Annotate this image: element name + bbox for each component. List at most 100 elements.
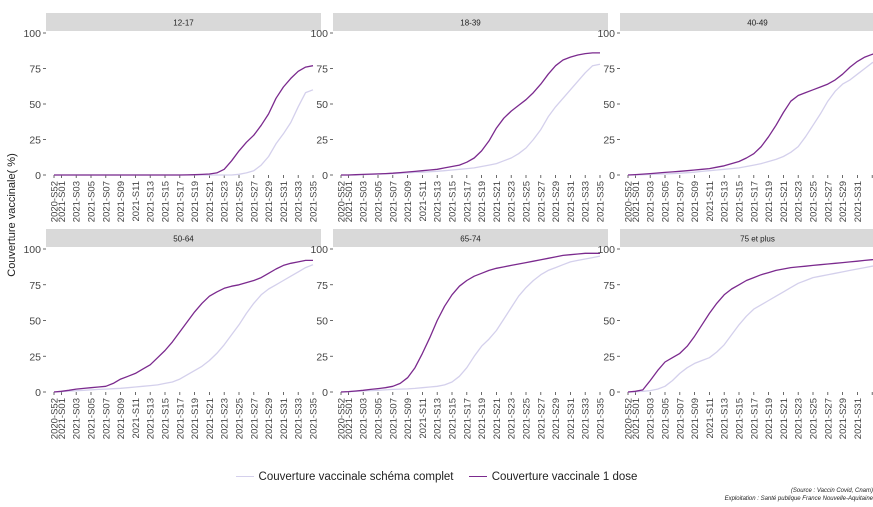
x-tick-label: 2021-S33 <box>581 181 592 222</box>
x-tick-label: 2021-S09 <box>116 181 127 222</box>
y-tick-label: 0 <box>609 170 615 182</box>
source-note: (Source : Vaccin Covid, Cnam) Exploitati… <box>725 488 873 503</box>
x-tick-label: 2021-S13 <box>146 398 157 439</box>
series-line-dose1 <box>54 65 314 176</box>
x-tick-label: 2021-S11 <box>131 398 142 439</box>
x-tick-label: 2021-S03 <box>646 181 657 222</box>
x-tick-label: 2021-S03 <box>72 181 83 222</box>
y-tick-label: 25 <box>603 135 615 147</box>
x-tick-label: 2021-S01 <box>57 181 68 222</box>
series-line-dose1 <box>341 52 600 176</box>
x-tick-label: 2021-S05 <box>374 181 385 222</box>
x-tick-label: 2020-S52 <box>337 181 348 222</box>
x-tick-label: 2021-S29 <box>264 398 275 439</box>
x-tick-label: 2021-S15 <box>735 181 746 222</box>
legend-item-complet: Couverture vaccinale schéma complet <box>235 470 454 483</box>
x-tick-label: 2021-S07 <box>101 398 112 439</box>
x-tick-label: 2021-S29 <box>551 398 562 439</box>
y-tick-label: 50 <box>29 316 41 328</box>
x-tick-label: 2020-S52 <box>337 398 348 439</box>
x-tick-label: 2021-S05 <box>661 181 672 222</box>
x-tick-label: 2021-S33 <box>294 398 305 439</box>
series-line-dose1 <box>627 53 873 176</box>
y-tick-label: 75 <box>603 64 615 76</box>
y-tick-label: 75 <box>316 64 328 76</box>
y-tick-label: 100 <box>23 28 41 40</box>
x-tick-label: 2021-S01 <box>631 181 642 222</box>
x-tick-label: 2021-S31 <box>279 181 290 222</box>
panel-strip <box>620 13 873 31</box>
x-tick-label: 2021-S29 <box>838 181 849 222</box>
y-tick-label: 25 <box>29 351 41 363</box>
x-tick-label: 2021-S23 <box>794 181 805 222</box>
legend: Couverture vaccinale schéma complet Couv… <box>0 468 873 483</box>
x-tick-label: 2020-S52 <box>624 181 635 222</box>
y-tick-label: 100 <box>310 244 328 256</box>
x-tick-label: 2021-S13 <box>720 398 731 439</box>
y-tick-label: 0 <box>35 170 41 182</box>
x-tick-label: 2021-S03 <box>72 398 83 439</box>
x-tick-label: 2021-S21 <box>779 398 790 439</box>
x-tick-label: 2021-S09 <box>690 181 701 222</box>
x-tick-label: 2021-S33 <box>581 398 592 439</box>
series-line-complet <box>341 63 601 176</box>
source-line: (Source : Vaccin Covid, Cnam) <box>790 488 873 494</box>
x-tick-label: 2021-S09 <box>403 181 414 222</box>
series-line-dose1 <box>340 252 600 393</box>
x-tick-label: 2021-S07 <box>388 398 399 439</box>
x-tick-label: 2021-S33 <box>294 181 305 222</box>
x-tick-label: 2021-S31 <box>279 398 290 439</box>
x-tick-label: 2021-S23 <box>794 398 805 439</box>
x-tick-label: 2021-S25 <box>522 398 533 439</box>
y-tick-label: 50 <box>316 99 328 111</box>
x-tick-label: 2021-S07 <box>675 398 686 439</box>
y-tick-label: 100 <box>597 244 615 256</box>
x-tick-label: 2021-S03 <box>359 181 370 222</box>
legend-label-complet: Couverture vaccinale schéma complet <box>258 470 454 483</box>
x-tick-label: 2020-S52 <box>624 398 635 439</box>
x-tick-label: 2021-S27 <box>823 398 834 439</box>
x-tick-label: 2021-S21 <box>205 181 216 222</box>
x-tick-label: 2021-S17 <box>175 181 186 222</box>
y-tick-label: 0 <box>35 387 41 399</box>
panel-strip <box>620 229 873 247</box>
series-line-complet <box>627 265 873 393</box>
x-tick-label: 2021-S17 <box>749 398 760 439</box>
x-tick-label: 2021-S31 <box>566 398 577 439</box>
panel-title: 12-17 <box>173 19 194 28</box>
x-tick-label: 2021-S13 <box>433 398 444 439</box>
series-line-complet <box>628 61 873 176</box>
x-tick-label: 2021-S07 <box>388 181 399 222</box>
y-tick-label: 75 <box>29 280 41 292</box>
x-tick-label: 2021-S23 <box>220 398 231 439</box>
x-tick-label: 2021-S25 <box>809 398 820 439</box>
x-tick-label: 2021-S31 <box>853 398 864 439</box>
x-tick-label: 2021-S15 <box>735 398 746 439</box>
x-tick-label: 2021-S13 <box>146 181 157 222</box>
y-tick-label: 75 <box>29 64 41 76</box>
x-tick-label: 2021-S11 <box>418 181 429 222</box>
y-tick-label: 75 <box>316 280 328 292</box>
x-tick-label: 2021-S15 <box>448 181 459 222</box>
x-tick-label: 2021-S27 <box>249 181 260 222</box>
series-line-dose1 <box>53 259 313 393</box>
panel-title: 65-74 <box>460 235 481 244</box>
x-tick-label: 2021-S03 <box>646 398 657 439</box>
y-tick-label: 100 <box>23 244 41 256</box>
x-tick-label: 2021-S23 <box>507 181 518 222</box>
x-tick-label: 2021-S31 <box>853 181 864 222</box>
legend-swatch-dose1 <box>468 476 487 477</box>
x-tick-label: 2021-S09 <box>403 398 414 439</box>
x-tick-label: 2021-S35 <box>596 398 607 439</box>
x-tick-label: 2021-S29 <box>551 181 562 222</box>
x-tick-label: 2021-S11 <box>418 398 429 439</box>
x-tick-label: 2021-S19 <box>764 181 775 222</box>
x-tick-label: 2021-S29 <box>838 398 849 439</box>
x-tick-label: 2021-S35 <box>596 181 607 222</box>
panel-title: 50-64 <box>173 235 194 244</box>
x-tick-label: 2021-S13 <box>433 181 444 222</box>
panel-strip <box>333 229 608 247</box>
x-tick-label: 2021-S07 <box>675 181 686 222</box>
x-tick-label: 2021-S01 <box>57 398 68 439</box>
